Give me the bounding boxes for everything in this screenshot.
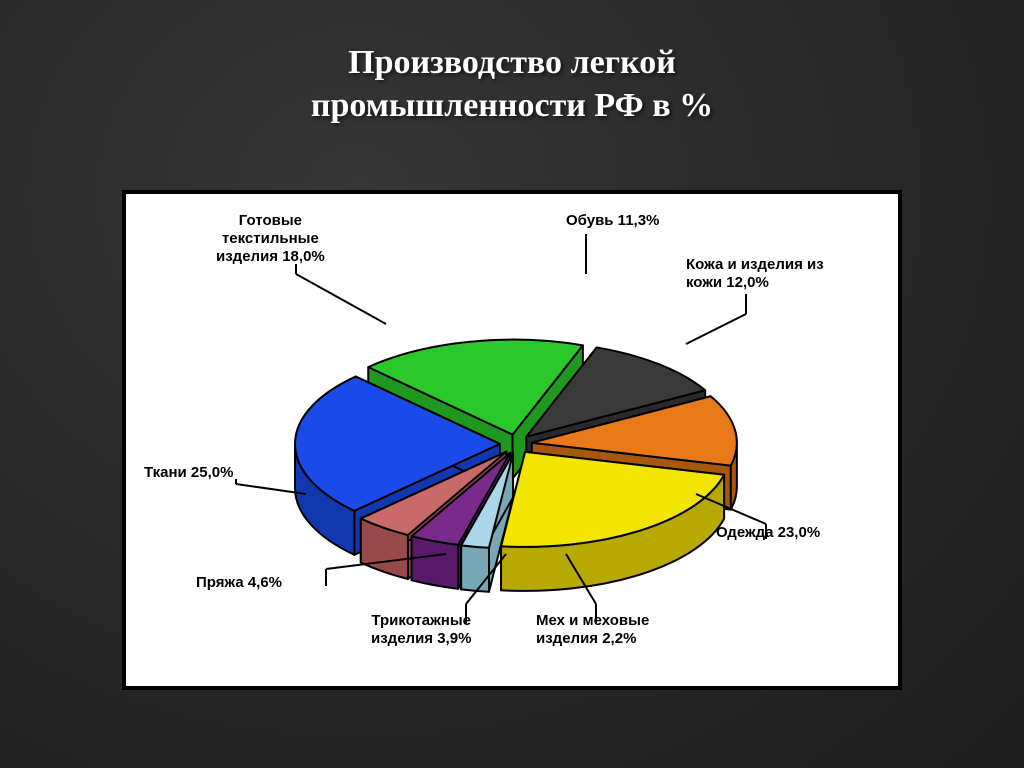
slide-title: Производство легкой промышленности РФ в …: [0, 0, 1024, 127]
slice-label: Одежда 23,0%: [716, 524, 820, 542]
slice-label: Трикотажныеизделия 3,9%: [371, 612, 471, 648]
chart-frame: Обувь 11,3% Кожа и изделия изкожи 12,0% Од…: [122, 190, 902, 690]
slice-label: Ткани 25,0%: [144, 464, 233, 482]
slice-label: Мех и меховыеизделия 2,2%: [536, 612, 649, 648]
slice-label: Пряжа 4,6%: [196, 574, 282, 592]
slice-label: Кожа и изделия изкожи 12,0%: [686, 256, 824, 292]
slice-label: Обувь 11,3%: [566, 212, 659, 230]
slice-label: Готовыетекстильныеизделия 18,0%: [216, 212, 325, 266]
title-line-2: промышленности РФ в %: [311, 87, 713, 124]
chart-area: Обувь 11,3% Кожа и изделия изкожи 12,0% Од…: [126, 194, 898, 686]
title-line-1: Производство легкой: [348, 44, 676, 81]
